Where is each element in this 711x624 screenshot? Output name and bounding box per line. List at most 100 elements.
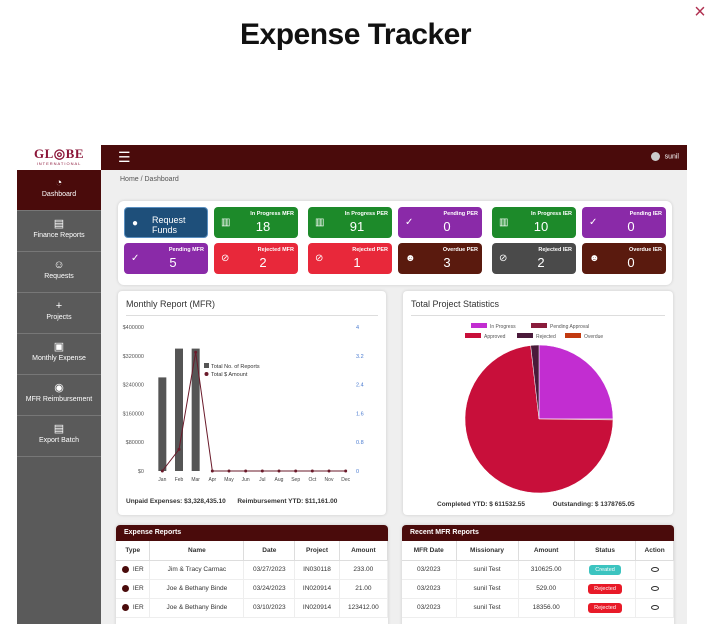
money-icon: ▣ [53,341,65,353]
plus-icon: + [55,300,63,312]
card-rejected-ier[interactable]: ⊘ Rejected IER 2 [492,243,576,274]
table-cell: 03/27/2023 [243,560,296,580]
column-header-mfr-date[interactable]: MFR Date [402,541,457,561]
card-request-funds[interactable]: ● Request Funds [124,207,208,238]
status-cell: Rejected [574,579,637,599]
sidebar-item-monthly-expense[interactable]: ▣ Monthly Expense [17,334,101,375]
table-row[interactable]: IER Joe & Bethany Binde 03/10/2023 IN020914… [116,598,389,618]
column-header-name[interactable]: Name [149,541,245,561]
x-tick-label: Oct [308,477,316,483]
expand-icon[interactable] [121,565,129,573]
table-cell: 233.00 [339,560,389,580]
legend-swatch-overdue [565,333,581,338]
y2-tick-label: 0.8 [356,440,364,446]
action-cell [635,560,674,580]
card-title: Rejected PER [352,247,388,253]
pie-slice-in-progress[interactable] [538,344,614,420]
card-pending-ier[interactable]: ✓ Pending IER 0 [582,207,666,238]
breadcrumb[interactable]: Home / Dashboard [120,176,179,183]
line-point-mar[interactable] [194,350,198,354]
line-point-jan[interactable] [160,469,164,473]
column-header-date[interactable]: Date [243,541,296,561]
expand-icon[interactable] [121,603,129,611]
table-row[interactable]: 03/2023 sunil Test 529.00 Rejected [402,579,674,599]
table-row[interactable]: 03/2023 sunil Test 310625.00 Created [402,560,674,580]
card-title: In Progress IER [531,211,572,217]
column-header-amount[interactable]: Amount [339,541,389,561]
view-icon[interactable] [650,604,659,610]
x-tick-label: Mar [191,477,200,483]
bar-feb[interactable] [175,348,183,471]
line-point-dec[interactable] [344,469,348,473]
card-rejected-mfr[interactable]: ⊘ Rejected MFR 2 [214,243,298,274]
close-icon[interactable]: × [694,1,706,23]
table-cell: 03/2023 [402,579,457,599]
column-header-amount[interactable]: Amount [518,541,575,561]
card-in-progress-per[interactable]: ▥ In Progress PER 91 [308,207,392,238]
column-header-missionary[interactable]: Missionary [456,541,519,561]
card-pending-per[interactable]: ✓ Pending PER 0 [398,207,482,238]
card-overdue-per[interactable]: ☻ Overdue PER 3 [398,243,482,274]
bar-jan[interactable] [158,377,167,471]
y2-tick-label: 4 [356,325,359,331]
bar-mar[interactable] [191,348,200,471]
sidebar-item-requests[interactable]: ☺ Requests [17,252,101,293]
expand-icon[interactable] [121,584,129,592]
summary-cards: ● Request Funds ▥ In Progress MFR 18 ▥ In Prog… [118,201,672,285]
table-row[interactable]: IER Joe & Bethany Binde 03/24/2023 IN020914… [116,579,389,599]
sidebar-item-mfr-reimbursement[interactable]: ◉ MFR Reimbursement [17,375,101,416]
line-point-jul[interactable] [260,469,264,473]
card-icon: ☻ [589,253,600,264]
expense-reports-title: Expense Reports [116,525,388,541]
table-row[interactable]: IER Jim & Tracy Carmac 03/27/2023 IN030118 2… [116,560,389,580]
table-cell: 529.00 [518,579,575,599]
app-window: GL◎BE INTERNATIONAL ◔ Dashboard ▤ Finance R… [17,145,687,624]
line-point-sep[interactable] [294,469,298,473]
sidebar-item-projects[interactable]: + Projects [17,293,101,334]
card-icon: ☻ [405,253,416,264]
card-icon: ✓ [131,253,140,264]
project-stats-panel: Total Project Statistics In Progress Pend… [403,291,673,515]
card-value: 5 [169,255,177,270]
project-stats-title: Total Project Statistics [411,299,500,309]
sidebar-item-dashboard[interactable]: ◔ Dashboard [17,170,101,211]
line-point-apr[interactable] [210,469,214,473]
table-row[interactable]: 03/2023 sunil Test 18356.00 Rejected [402,598,674,618]
line-point-may[interactable] [227,469,231,473]
table-cell: 03/24/2023 [243,579,296,599]
sidebar-item-export-batch[interactable]: ▤ Export Batch [17,416,101,457]
line-point-feb[interactable] [177,447,181,451]
card-rejected-per[interactable]: ⊘ Rejected PER 1 [308,243,392,274]
column-header-action[interactable]: Action [635,541,674,561]
line-point-nov[interactable] [327,469,331,473]
line-point-oct[interactable] [310,469,314,473]
export-icon: ▤ [53,423,65,435]
user-menu[interactable]: sunil [650,152,679,161]
pie-slice-approved[interactable] [464,345,614,494]
y2-tick-label: 2.4 [356,383,364,389]
view-icon[interactable] [650,566,659,572]
mfr-reports-title: Recent MFR Reports [402,525,674,541]
line-point-aug[interactable] [277,469,281,473]
card-value: 2 [259,255,267,270]
column-header-type[interactable]: Type [116,541,151,561]
menu-icon[interactable]: ☰ [118,149,131,165]
sidebar-item-finance-reports[interactable]: ▤ Finance Reports [17,211,101,252]
table-cell: Jim & Tracy Carmac [149,560,245,580]
y-tick-label: $400000 [123,325,144,331]
x-tick-label: Jan [158,477,166,483]
view-icon[interactable] [650,585,659,591]
sidebar-item-label: Requests [44,273,74,280]
card-overdue-ier[interactable]: ☻ Overdue IER 0 [582,243,666,274]
logo[interactable]: GL◎BE INTERNATIONAL [17,145,101,170]
line-point-jun[interactable] [244,469,248,473]
column-header-status[interactable]: Status [574,541,637,561]
legend-swatch-pending-approval [531,323,547,328]
y-tick-label: $0 [138,469,144,475]
pie-slice-rejected[interactable] [530,344,540,420]
card-pending-mfr[interactable]: ✓ Pending MFR 5 [124,243,208,274]
card-in-progress-ier[interactable]: ▥ In Progress IER 10 [492,207,576,238]
card-title: In Progress PER [344,211,388,217]
card-in-progress-mfr[interactable]: ▥ In Progress MFR 18 [214,207,298,238]
column-header-project[interactable]: Project [294,541,340,561]
